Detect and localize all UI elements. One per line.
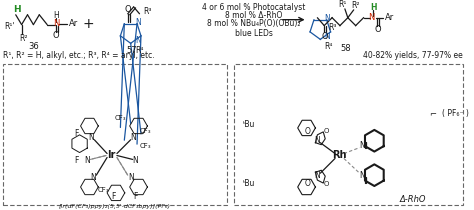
Text: R¹, R² = H, alkyl, etc.; R³, R⁴ = aryl, etc.: R¹, R² = H, alkyl, etc.; R³, R⁴ = aryl, … [3, 51, 155, 60]
Text: N: N [324, 32, 330, 41]
Text: 8 mol % Δ-RhO: 8 mol % Δ-RhO [225, 11, 282, 20]
Text: ᵗBu: ᵗBu [243, 121, 255, 130]
Text: H: H [370, 3, 377, 12]
Text: R³: R³ [144, 7, 152, 16]
Text: Ir: Ir [107, 151, 115, 160]
Text: H: H [53, 11, 59, 20]
Bar [234, 64, 463, 205]
Text: Ar: Ar [69, 19, 78, 28]
Text: 40-82% yields, 77-97% ee: 40-82% yields, 77-97% ee [363, 51, 463, 60]
Text: O: O [375, 25, 382, 34]
Text: ⌐: ⌐ [429, 111, 436, 120]
Text: O: O [124, 5, 131, 14]
Text: N: N [89, 133, 94, 142]
Text: CF₃: CF₃ [140, 128, 151, 134]
Text: R⁴: R⁴ [136, 46, 144, 55]
Text: O: O [305, 178, 310, 188]
Text: 58: 58 [340, 44, 351, 53]
Text: F: F [111, 192, 115, 201]
Text: N: N [314, 136, 320, 145]
Text: O: O [53, 31, 59, 40]
Text: Rh: Rh [332, 151, 346, 160]
Text: CF₃: CF₃ [98, 187, 109, 193]
Text: R¹': R¹' [4, 22, 14, 31]
Text: O: O [324, 181, 329, 187]
Text: +: + [82, 17, 94, 31]
Text: F: F [74, 156, 79, 165]
Text: N: N [84, 156, 91, 165]
Text: ᵗBu: ᵗBu [243, 178, 255, 188]
Text: R¹: R¹ [339, 0, 347, 9]
Text: N: N [324, 14, 330, 23]
Text: Δ-RhO: Δ-RhO [400, 195, 426, 204]
Text: O: O [322, 32, 328, 41]
Text: 57: 57 [127, 46, 137, 55]
Text: N: N [53, 19, 59, 28]
Text: CF₃: CF₃ [140, 143, 151, 149]
Text: N: N [136, 18, 141, 27]
Text: CF₃: CF₃ [115, 115, 127, 121]
Bar [3, 64, 227, 205]
Text: blue LEDs: blue LEDs [235, 29, 273, 38]
Text: N: N [360, 141, 365, 150]
Text: [Ir(dF(CF₃)ppy)₂(5,5'-dCF₃bpy)](PF₆): [Ir(dF(CF₃)ppy)₂(5,5'-dCF₃bpy)](PF₆) [59, 204, 171, 209]
Text: 4 or 6 mol % Photocatalyst: 4 or 6 mol % Photocatalyst [202, 3, 305, 12]
Text: N: N [314, 171, 320, 180]
Text: 36: 36 [28, 42, 39, 51]
Text: R³: R³ [328, 23, 337, 32]
Text: N: N [133, 156, 138, 165]
Text: N: N [368, 13, 374, 22]
Text: N: N [136, 36, 141, 45]
Text: F: F [74, 129, 79, 138]
Text: N: N [91, 173, 96, 182]
Text: N: N [128, 173, 134, 182]
Text: N: N [360, 171, 365, 180]
Text: H: H [13, 5, 20, 14]
Text: F: F [133, 192, 138, 201]
Text: ( PF₆⁻ ): ( PF₆⁻ ) [442, 109, 469, 118]
Text: N: N [130, 133, 136, 142]
Text: R⁴: R⁴ [324, 42, 332, 51]
Text: O: O [305, 127, 310, 136]
Text: R²: R² [351, 1, 360, 11]
Text: 8 mol % NBu₄P(O)(OBu)₂: 8 mol % NBu₄P(O)(OBu)₂ [207, 19, 300, 28]
Text: O: O [324, 128, 329, 134]
Text: Ar: Ar [385, 13, 394, 22]
Text: R²: R² [19, 34, 28, 43]
